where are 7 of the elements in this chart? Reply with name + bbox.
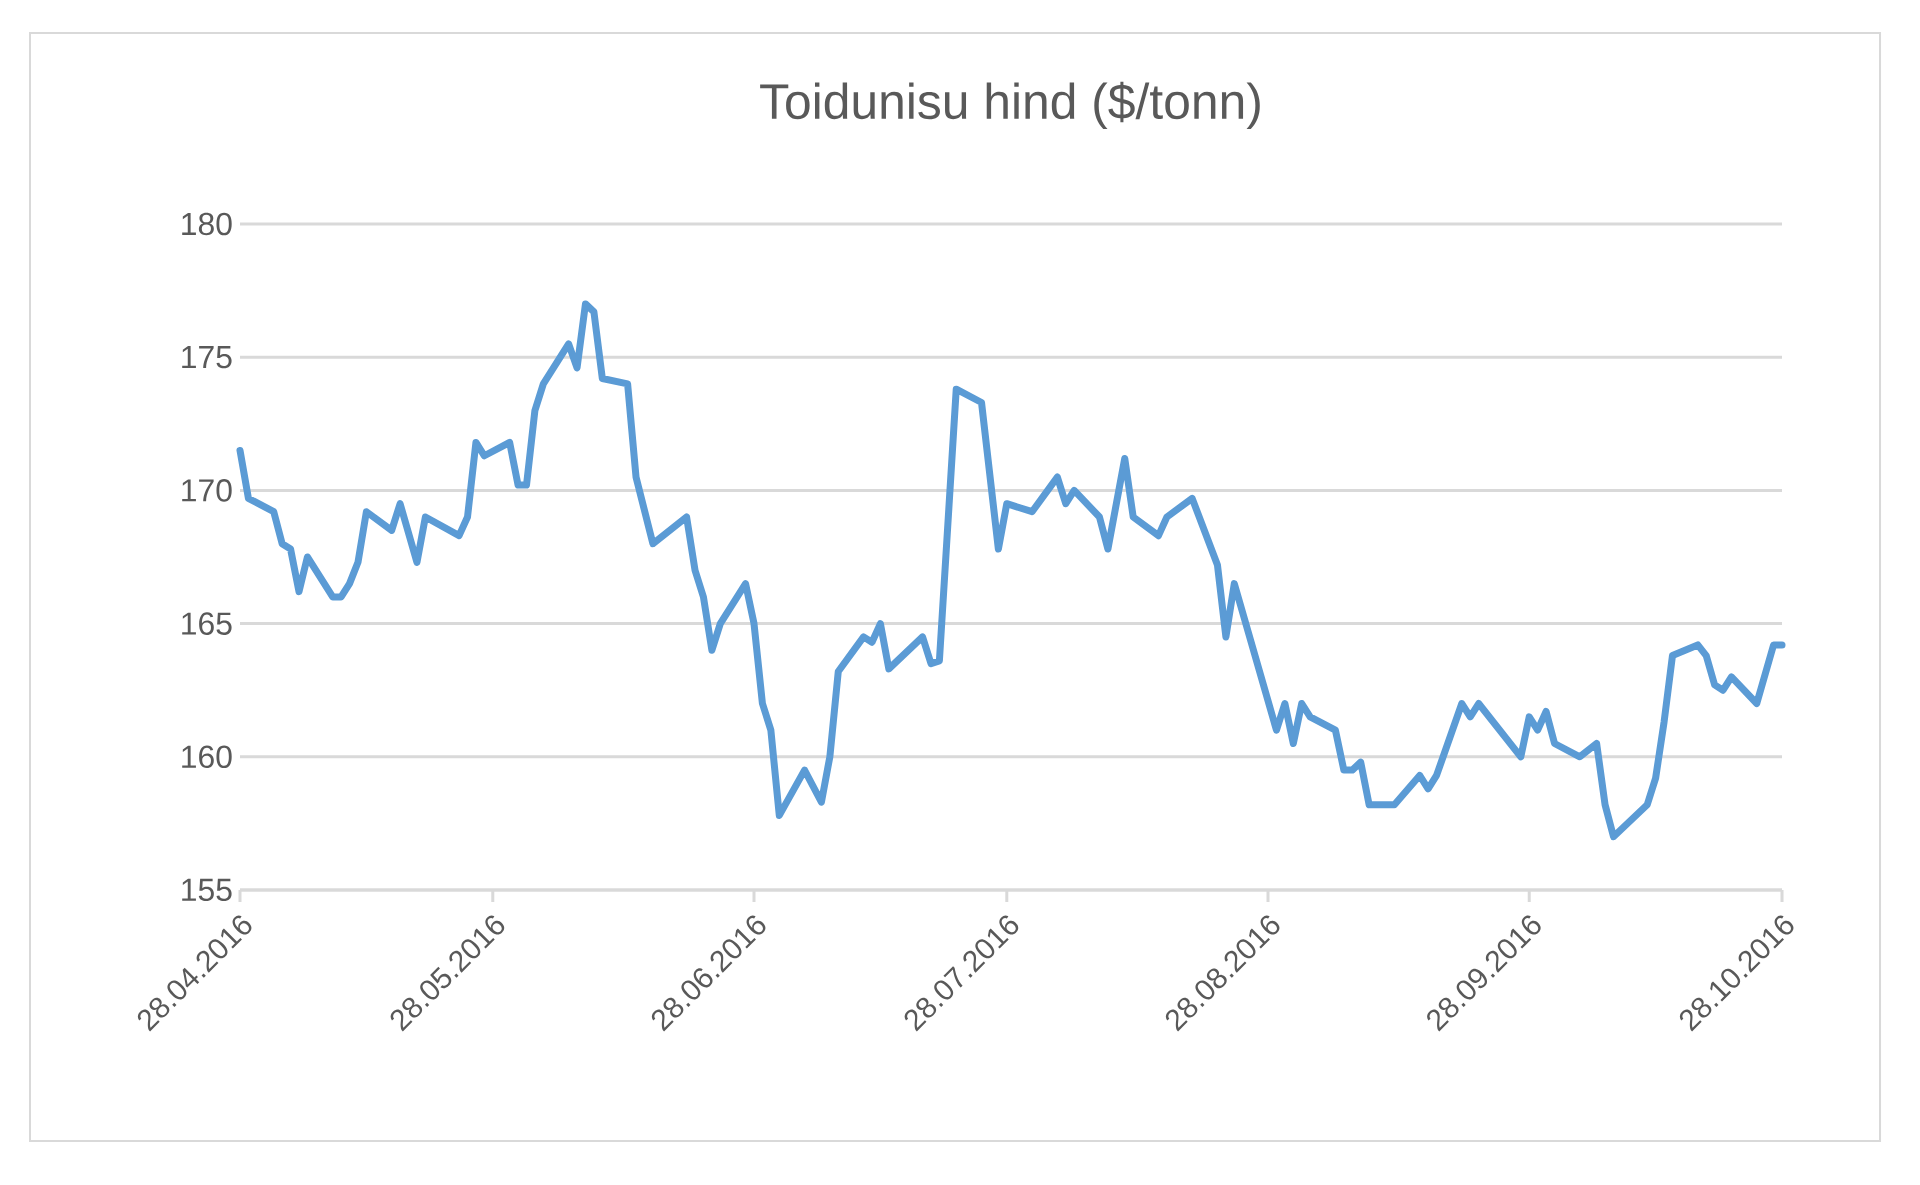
chart-title: Toidunisu hind ($/tonn) [760, 81, 1260, 129]
y-tick-label: 175 [182, 346, 232, 369]
y-tick-label: 160 [182, 745, 232, 769]
y-tick-label: 170 [182, 479, 232, 502]
y-tick-label: 165 [182, 612, 232, 635]
y-tick-label: 180 [182, 212, 232, 236]
y-tick-label: 155 [182, 878, 232, 902]
